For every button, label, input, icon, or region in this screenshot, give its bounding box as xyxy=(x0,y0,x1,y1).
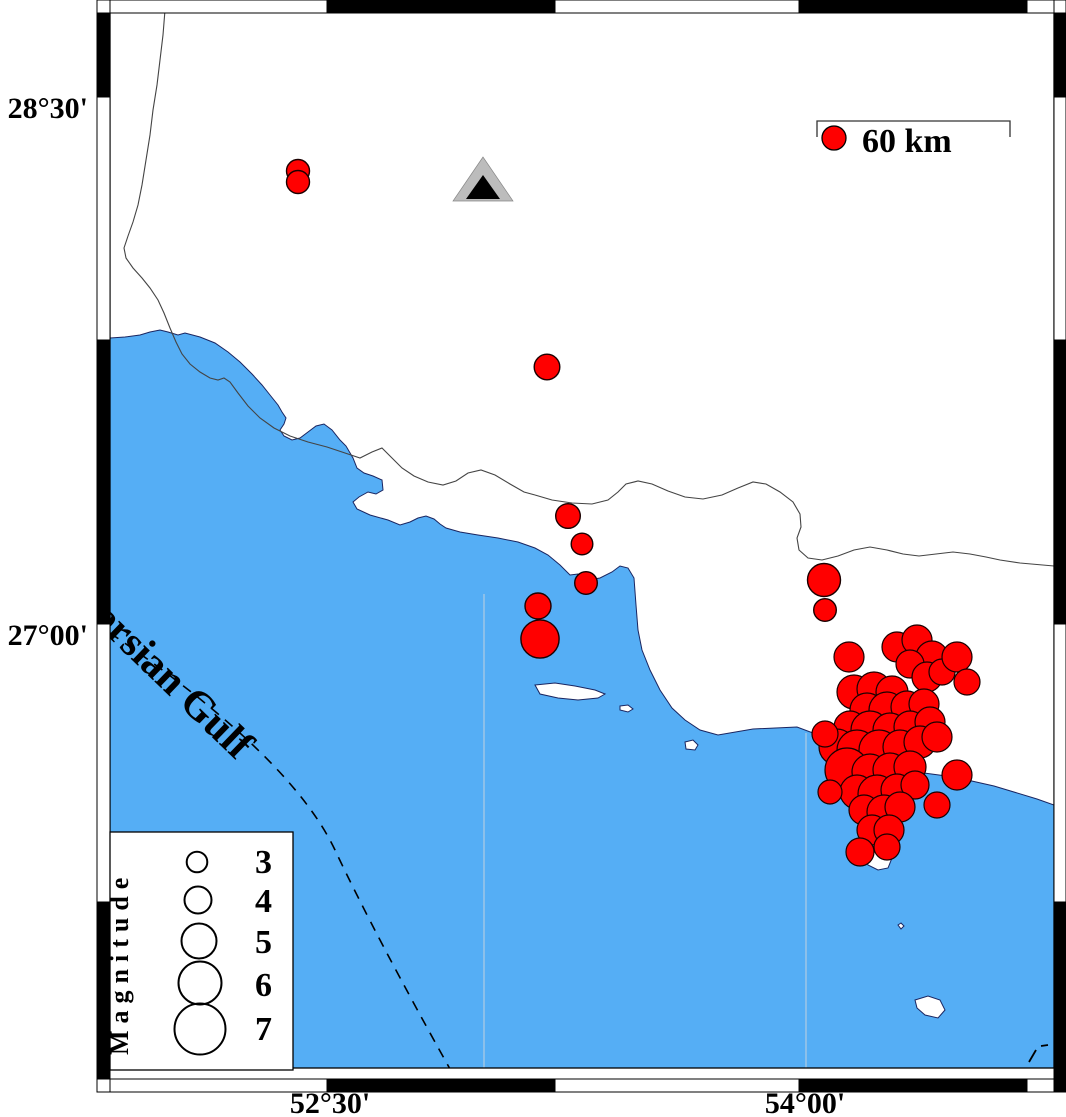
svg-text:5: 5 xyxy=(255,924,272,961)
svg-text:3: 3 xyxy=(255,844,272,881)
svg-text:52°30': 52°30' xyxy=(290,1087,370,1117)
svg-text:54°00': 54°00' xyxy=(765,1087,845,1117)
svg-text:Magnitude: Magnitude xyxy=(105,871,134,1055)
svg-text:27°00': 27°00' xyxy=(8,619,88,652)
svg-text:7: 7 xyxy=(255,1011,272,1048)
svg-text:28°30': 28°30' xyxy=(8,92,88,125)
svg-text:60 km: 60 km xyxy=(862,123,952,160)
svg-text:4: 4 xyxy=(255,883,272,920)
svg-text:6: 6 xyxy=(255,967,272,1004)
